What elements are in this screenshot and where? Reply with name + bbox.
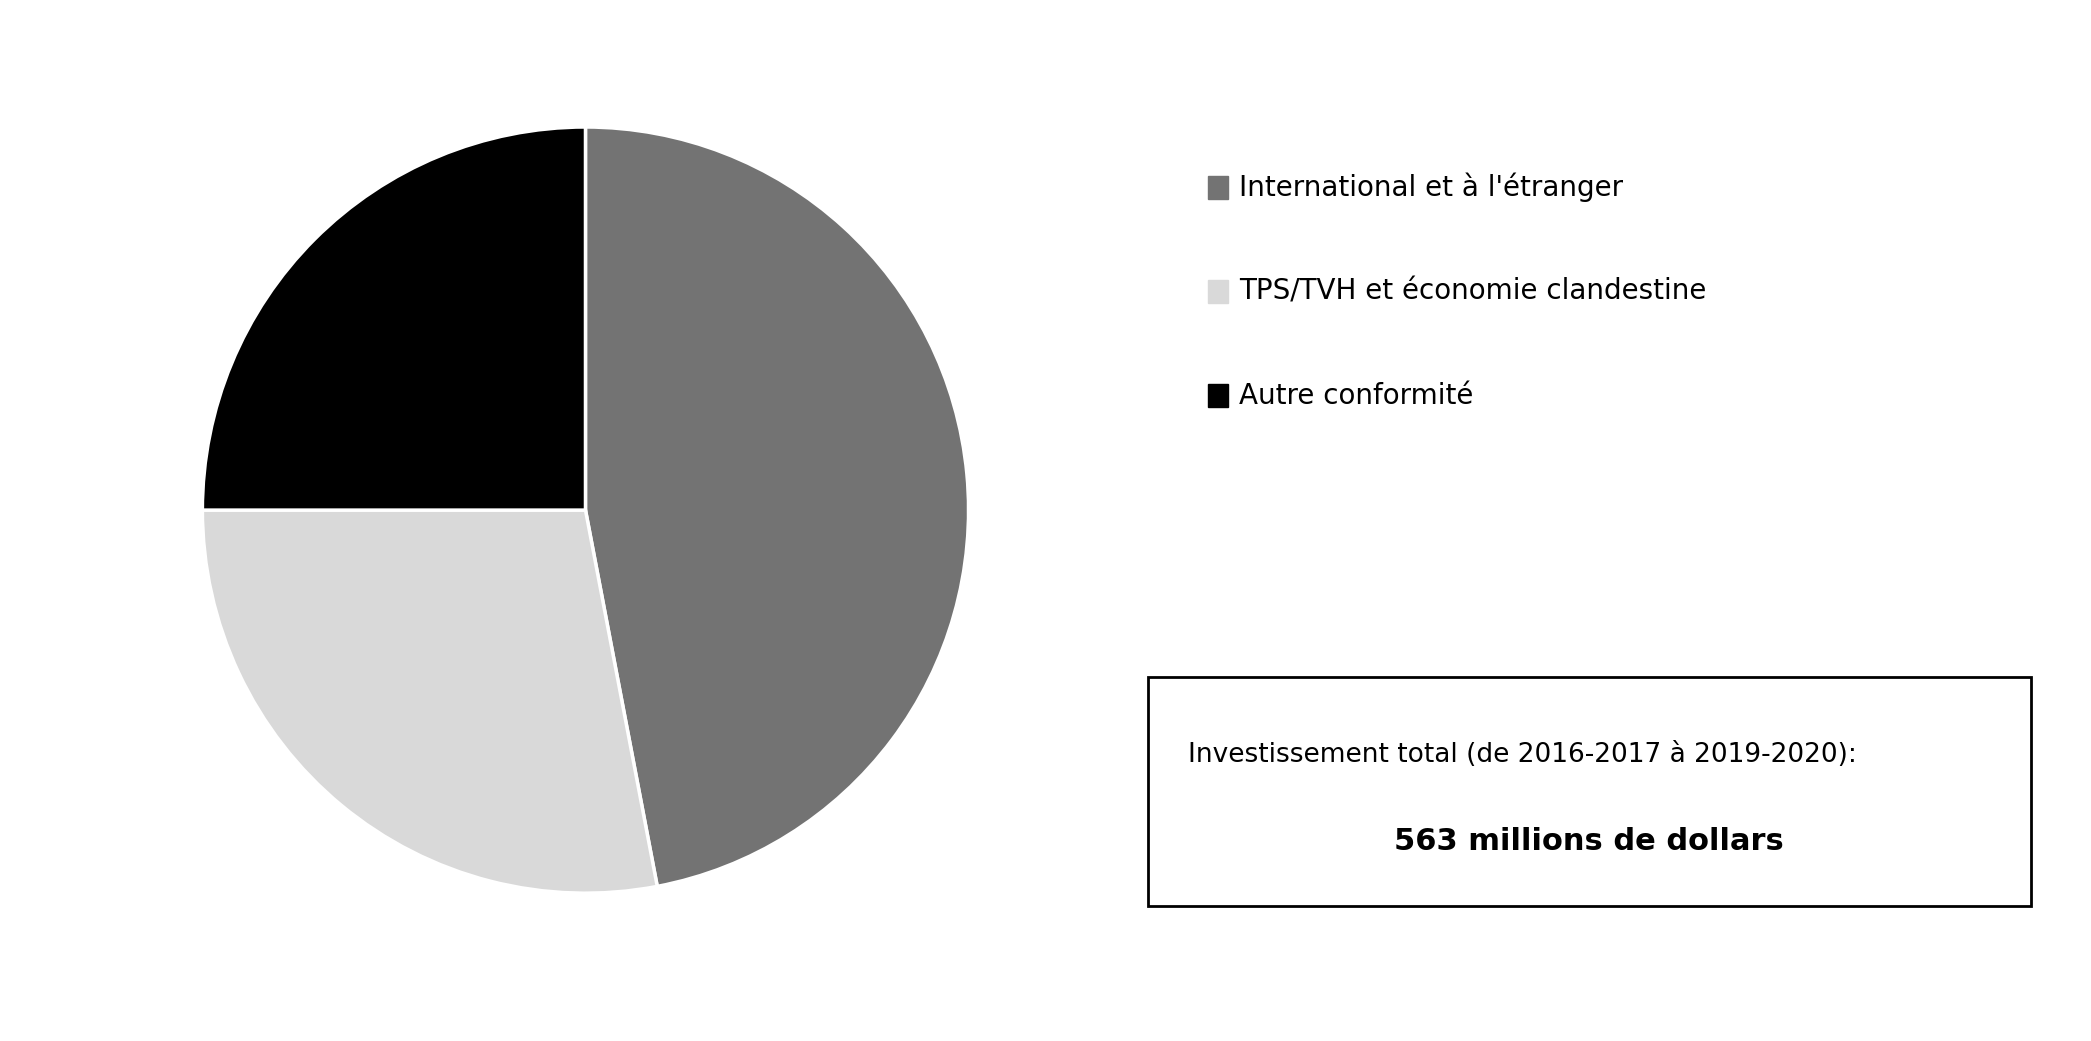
Wedge shape [203, 510, 657, 893]
Wedge shape [203, 127, 585, 510]
Text: 563 millions de dollars: 563 millions de dollars [1395, 827, 1784, 856]
FancyBboxPatch shape [1148, 677, 2030, 906]
FancyBboxPatch shape [1209, 176, 1227, 199]
FancyBboxPatch shape [1209, 384, 1227, 407]
Text: TPS/TVH et économie clandestine: TPS/TVH et économie clandestine [1238, 278, 1706, 305]
Text: Autre conformité: Autre conformité [1238, 382, 1472, 409]
FancyBboxPatch shape [1209, 280, 1227, 303]
Text: Investissement total (de 2016-2017 à 2019-2020):: Investissement total (de 2016-2017 à 201… [1188, 741, 1857, 767]
Text: International et à l'étranger: International et à l'étranger [1238, 173, 1623, 202]
Wedge shape [585, 127, 968, 886]
